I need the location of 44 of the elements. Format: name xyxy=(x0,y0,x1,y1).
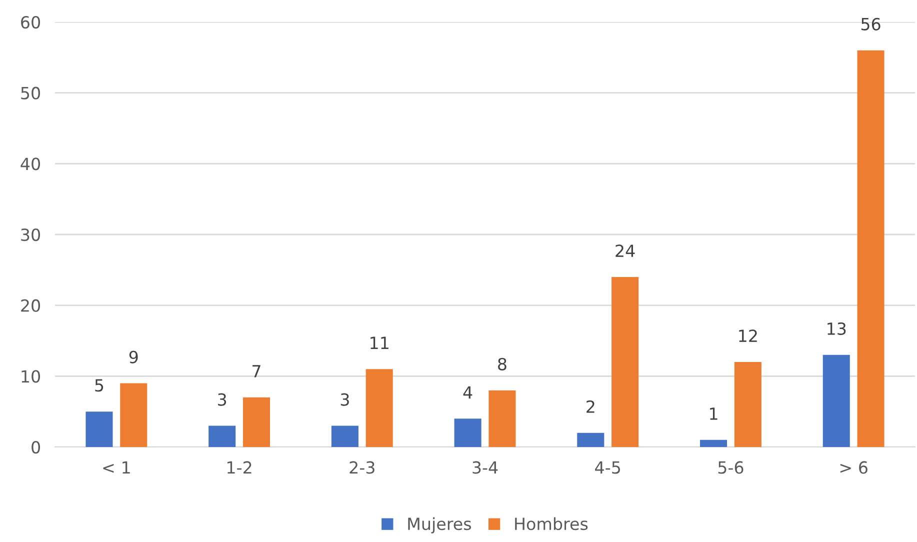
bar xyxy=(366,369,393,447)
y-tick-label: 30 xyxy=(21,228,40,242)
y-tick-label: 20 xyxy=(21,299,40,312)
data-label: 11 xyxy=(370,336,388,349)
data-label: 3 xyxy=(340,393,349,406)
x-tick-label: 4-5 xyxy=(595,461,620,474)
y-tick-label: 0 xyxy=(32,440,40,454)
data-label: 5 xyxy=(95,379,104,392)
data-label: 1 xyxy=(710,408,718,420)
x-tick-label: > 6 xyxy=(840,461,868,474)
y-tick-label: 60 xyxy=(21,16,40,29)
bar xyxy=(700,440,728,447)
x-tick-label: 5-6 xyxy=(718,461,744,474)
x-tick-label: 3-4 xyxy=(472,461,498,474)
data-label: 13 xyxy=(828,322,846,336)
data-label: 24 xyxy=(616,244,635,257)
bar xyxy=(734,362,762,447)
data-label: 56 xyxy=(861,18,880,30)
bar xyxy=(331,426,358,447)
data-label: 8 xyxy=(498,358,506,370)
bar xyxy=(86,412,113,447)
bar xyxy=(120,383,148,447)
y-tick-label: 40 xyxy=(20,158,40,170)
data-label: 3 xyxy=(218,393,226,406)
data-label: 4 xyxy=(463,386,472,399)
legend-label: Mujeres xyxy=(408,517,471,534)
x-tick-label: < 1 xyxy=(103,461,130,474)
bar xyxy=(242,397,270,447)
bar xyxy=(488,390,516,447)
bar xyxy=(612,277,639,447)
data-label: 12 xyxy=(739,329,757,342)
bar xyxy=(857,50,884,447)
legend-label: Hombres xyxy=(515,517,588,530)
x-tick-label: 2-3 xyxy=(350,461,374,474)
y-tick-label: 50 xyxy=(21,86,40,100)
data-label: 2 xyxy=(586,400,594,413)
y-tick-label: 10 xyxy=(22,370,40,383)
bar xyxy=(822,354,850,447)
bar xyxy=(208,426,236,447)
bar xyxy=(577,432,604,447)
data-label: 7 xyxy=(252,365,260,378)
data-label: 9 xyxy=(129,350,138,364)
bar xyxy=(454,418,482,447)
x-tick-label: 1-2 xyxy=(228,461,252,474)
